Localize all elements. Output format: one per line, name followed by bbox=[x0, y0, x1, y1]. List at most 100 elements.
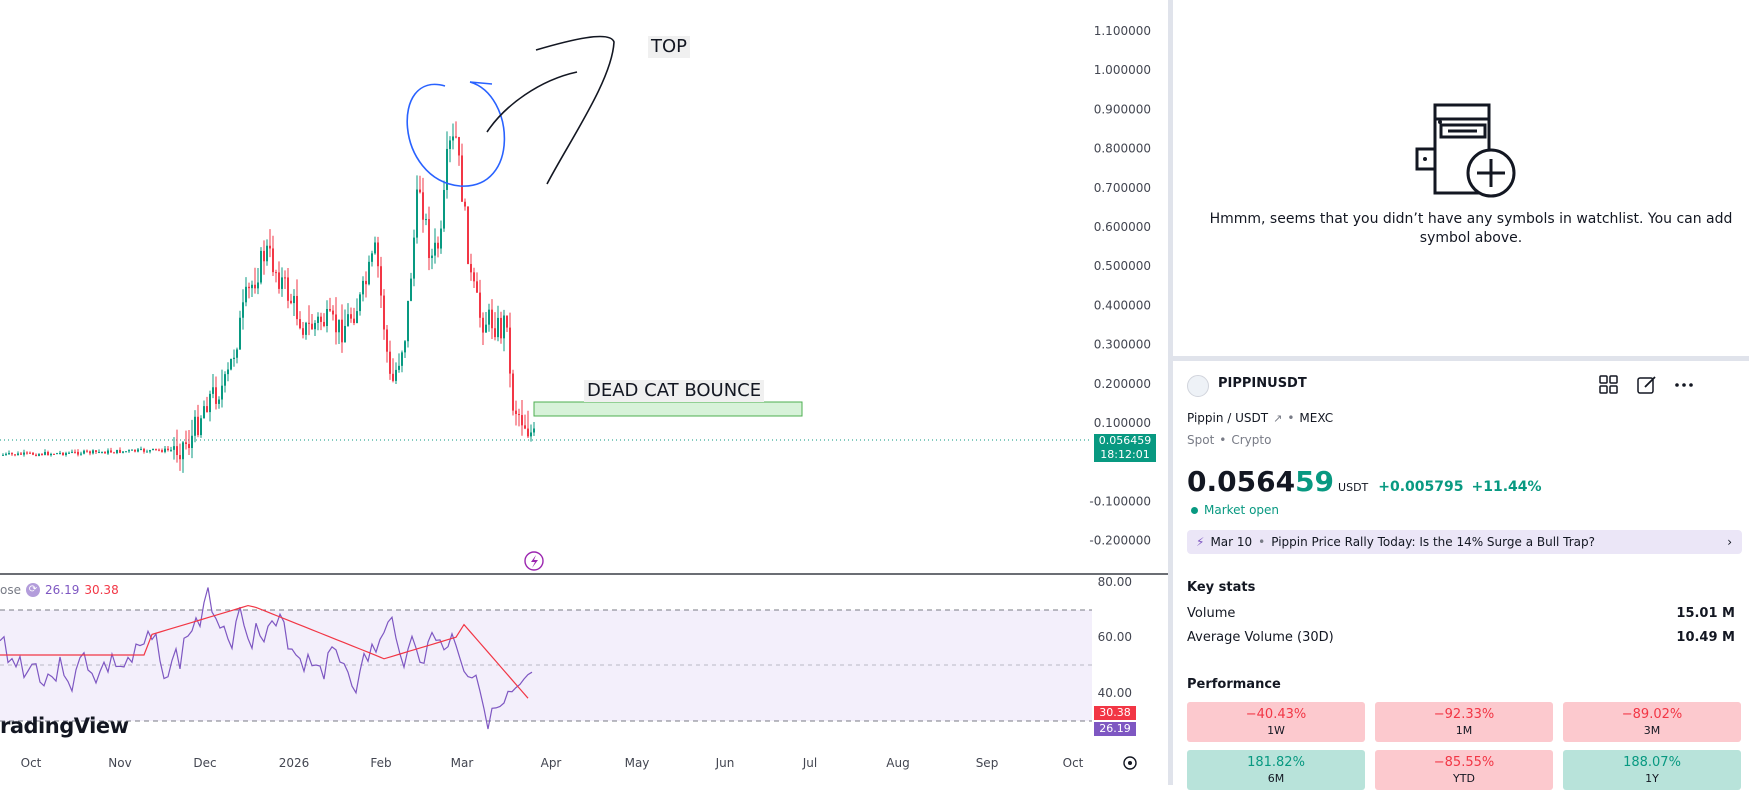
sync-icon[interactable]: ⟳ bbox=[25, 583, 40, 597]
candle-body bbox=[164, 448, 166, 452]
rsi-legend[interactable]: ose ⟳ 26.19 30.38 bbox=[0, 583, 119, 597]
performance-tile-1y[interactable]: 188.07% 1Y bbox=[1563, 750, 1741, 790]
candle-body bbox=[404, 341, 406, 353]
news-banner[interactable]: ⚡ Mar 10 • Pippin Price Rally Today: Is … bbox=[1187, 530, 1742, 554]
edit-icon[interactable] bbox=[1637, 375, 1657, 395]
candle-body bbox=[287, 277, 289, 301]
candle-body bbox=[227, 369, 229, 375]
performance-tile-3m[interactable]: −89.02% 3M bbox=[1563, 702, 1741, 742]
rsi-line bbox=[0, 587, 533, 730]
performance-period: 1Y bbox=[1645, 772, 1659, 785]
last-price-value: 0.056459 bbox=[1098, 434, 1152, 447]
performance-value: −85.55% bbox=[1433, 755, 1495, 770]
key-stats-title: Key stats bbox=[1187, 580, 1256, 595]
candle-body bbox=[506, 315, 508, 328]
watchlist-empty-message: Hmmm, seems that you didn’t have any sym… bbox=[1209, 211, 1733, 246]
candle-body bbox=[167, 448, 169, 451]
grid-icon[interactable] bbox=[1599, 375, 1619, 395]
lightning-icon[interactable] bbox=[524, 551, 544, 571]
candle-body bbox=[77, 451, 79, 455]
external-link-icon[interactable]: ↗ bbox=[1273, 411, 1283, 425]
candle-body bbox=[11, 453, 13, 455]
candle-body bbox=[17, 453, 19, 456]
candle-body bbox=[32, 452, 34, 455]
candle-body bbox=[377, 242, 379, 267]
price-scale-label: 1.100000 bbox=[1094, 24, 1151, 38]
price-scale-label: 0.500000 bbox=[1094, 259, 1151, 273]
price-scale-label: 0.900000 bbox=[1094, 102, 1151, 116]
symbol-ticker[interactable]: PIPPINUSDT bbox=[1218, 376, 1307, 391]
rsi-legend-ma: 30.38 bbox=[84, 583, 119, 597]
market-status: Market open bbox=[1191, 503, 1279, 517]
candle-body bbox=[59, 452, 61, 454]
candle-body bbox=[308, 322, 310, 324]
candle-body bbox=[86, 450, 88, 452]
candle-body bbox=[320, 316, 322, 322]
performance-tile-1m[interactable]: −92.33% 1M bbox=[1375, 702, 1553, 742]
candle-body bbox=[440, 228, 442, 249]
candle-body bbox=[527, 428, 529, 437]
rsi-legend-source: ose bbox=[0, 583, 21, 597]
symbol-pair[interactable]: Pippin / USDT bbox=[1187, 411, 1269, 425]
performance-tile-6m[interactable]: 181.82% 6M bbox=[1187, 750, 1365, 790]
candle-body bbox=[182, 442, 184, 460]
candle-body bbox=[131, 449, 133, 451]
candle-body bbox=[278, 272, 280, 289]
candle-body bbox=[500, 317, 502, 339]
symbol-category: Crypto bbox=[1231, 433, 1272, 447]
performance-value: −92.33% bbox=[1433, 707, 1495, 722]
panel-divider[interactable] bbox=[1168, 0, 1173, 785]
candle-body bbox=[416, 189, 418, 238]
rsi-scale[interactable]: 80.00 60.00 40.00 bbox=[1098, 575, 1132, 700]
candle-body bbox=[53, 453, 55, 455]
candle-body bbox=[488, 309, 490, 325]
dead-cat-bounce-box[interactable] bbox=[533, 401, 803, 417]
candle-body bbox=[425, 219, 427, 221]
candle-body bbox=[173, 446, 175, 450]
candle-body bbox=[368, 261, 370, 285]
candle-body bbox=[134, 449, 136, 452]
candle-body bbox=[74, 451, 76, 453]
candle-body bbox=[374, 242, 376, 254]
candlestick-series bbox=[2, 121, 535, 473]
price-chart[interactable]: 1.100000 1.000000 0.900000 0.800000 0.700000… bbox=[0, 0, 1168, 785]
price-scale[interactable]: 1.100000 1.000000 0.900000 0.800000 0.700000… bbox=[1089, 24, 1151, 548]
symbol-logo[interactable] bbox=[1187, 375, 1209, 397]
candle-body bbox=[302, 328, 304, 335]
symbol-type-row: Spot • Crypto bbox=[1187, 433, 1271, 447]
time-scale[interactable]: Oct Nov Dec 2026 Feb Mar Apr May Jun Jul Aug Sep Oct bbox=[21, 756, 1084, 770]
time-scale-label: 2026 bbox=[279, 756, 310, 770]
candle-body bbox=[455, 136, 457, 138]
time-scale-label: Dec bbox=[193, 756, 216, 770]
top-circle-drawing[interactable] bbox=[406, 81, 506, 187]
candle-body bbox=[467, 206, 469, 264]
candle-body bbox=[371, 253, 373, 262]
top-arrow-drawing[interactable] bbox=[486, 35, 615, 185]
candle-body bbox=[212, 387, 214, 394]
performance-tile-ytd[interactable]: −85.55% YTD bbox=[1375, 750, 1553, 790]
gear-icon[interactable] bbox=[1123, 756, 1137, 770]
price-change-pct: +11.44% bbox=[1471, 479, 1542, 495]
candle-body bbox=[26, 452, 28, 454]
chart-panel[interactable]: 1.100000 1.000000 0.900000 0.800000 0.700000… bbox=[0, 0, 1168, 785]
candle-body bbox=[68, 452, 70, 454]
candle-body bbox=[359, 294, 361, 312]
candle-body bbox=[485, 324, 487, 333]
price-scale-label: 0.100000 bbox=[1094, 416, 1151, 430]
annotation-top[interactable]: TOP bbox=[648, 36, 691, 58]
candle-body bbox=[71, 451, 73, 453]
candle-body bbox=[533, 428, 535, 433]
time-scale-label: Sep bbox=[976, 756, 999, 770]
panel-separator[interactable] bbox=[1173, 356, 1749, 361]
performance-tile-1w[interactable]: −40.43% 1W bbox=[1187, 702, 1365, 742]
annotation-dead-cat-bounce[interactable]: DEAD CAT BOUNCE bbox=[584, 380, 765, 402]
candle-body bbox=[179, 455, 181, 460]
symbol-exchange[interactable]: MEXC bbox=[1299, 411, 1334, 425]
performance-value: 181.82% bbox=[1247, 755, 1305, 770]
candle-body bbox=[398, 365, 400, 370]
candle-body bbox=[356, 311, 358, 324]
performance-value: −89.02% bbox=[1621, 707, 1683, 722]
candle-body bbox=[344, 325, 346, 343]
more-icon[interactable] bbox=[1674, 375, 1694, 395]
news-headline: Pippin Price Rally Today: Is the 14% Sur… bbox=[1271, 535, 1596, 549]
